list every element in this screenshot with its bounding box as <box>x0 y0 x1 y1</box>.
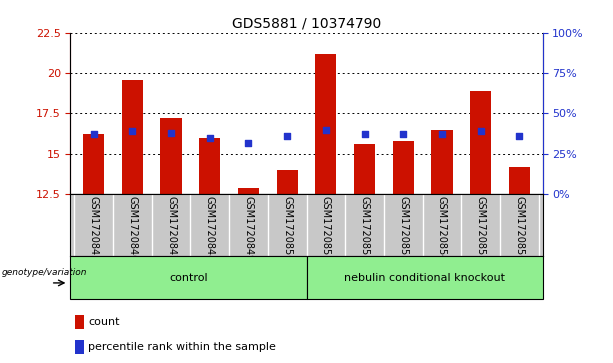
Bar <box>75 340 84 354</box>
Point <box>398 131 408 137</box>
Bar <box>199 138 221 194</box>
Text: GSM1720847: GSM1720847 <box>166 196 176 261</box>
Title: GDS5881 / 10374790: GDS5881 / 10374790 <box>232 16 381 30</box>
Text: GSM1720846: GSM1720846 <box>128 196 137 261</box>
Bar <box>509 167 530 194</box>
Text: control: control <box>169 273 208 283</box>
Point <box>89 131 99 137</box>
Bar <box>83 134 104 194</box>
Text: GSM1720845: GSM1720845 <box>89 196 99 261</box>
Text: percentile rank within the sample: percentile rank within the sample <box>88 342 276 352</box>
Point <box>282 133 292 139</box>
Bar <box>161 118 181 194</box>
Bar <box>315 54 337 194</box>
Point <box>205 135 215 140</box>
Text: GSM1720855: GSM1720855 <box>476 196 485 262</box>
Text: nebulin conditional knockout: nebulin conditional knockout <box>344 273 505 283</box>
Bar <box>276 170 298 194</box>
Bar <box>306 256 543 299</box>
Text: GSM1720854: GSM1720854 <box>437 196 447 261</box>
Bar <box>432 130 452 194</box>
Text: GSM1720849: GSM1720849 <box>243 196 253 261</box>
Bar <box>122 79 143 194</box>
Bar <box>70 256 306 299</box>
Text: GSM1720850: GSM1720850 <box>282 196 292 261</box>
Text: genotype/variation: genotype/variation <box>2 268 88 277</box>
Bar <box>75 315 84 329</box>
Point <box>514 133 524 139</box>
Text: GSM1720848: GSM1720848 <box>205 196 215 261</box>
Text: GSM1720851: GSM1720851 <box>321 196 331 261</box>
Bar <box>238 188 259 194</box>
Point <box>243 140 253 146</box>
Text: GSM1720853: GSM1720853 <box>398 196 408 261</box>
Text: GSM1720856: GSM1720856 <box>514 196 524 261</box>
Point <box>166 130 176 136</box>
Point <box>437 131 447 137</box>
Bar <box>470 91 491 194</box>
Point <box>476 128 485 134</box>
Point <box>360 131 370 137</box>
Bar <box>392 141 414 194</box>
Bar <box>354 144 375 194</box>
Text: GSM1720852: GSM1720852 <box>360 196 370 262</box>
Point <box>128 128 137 134</box>
Point <box>321 127 331 132</box>
Text: count: count <box>88 317 120 327</box>
